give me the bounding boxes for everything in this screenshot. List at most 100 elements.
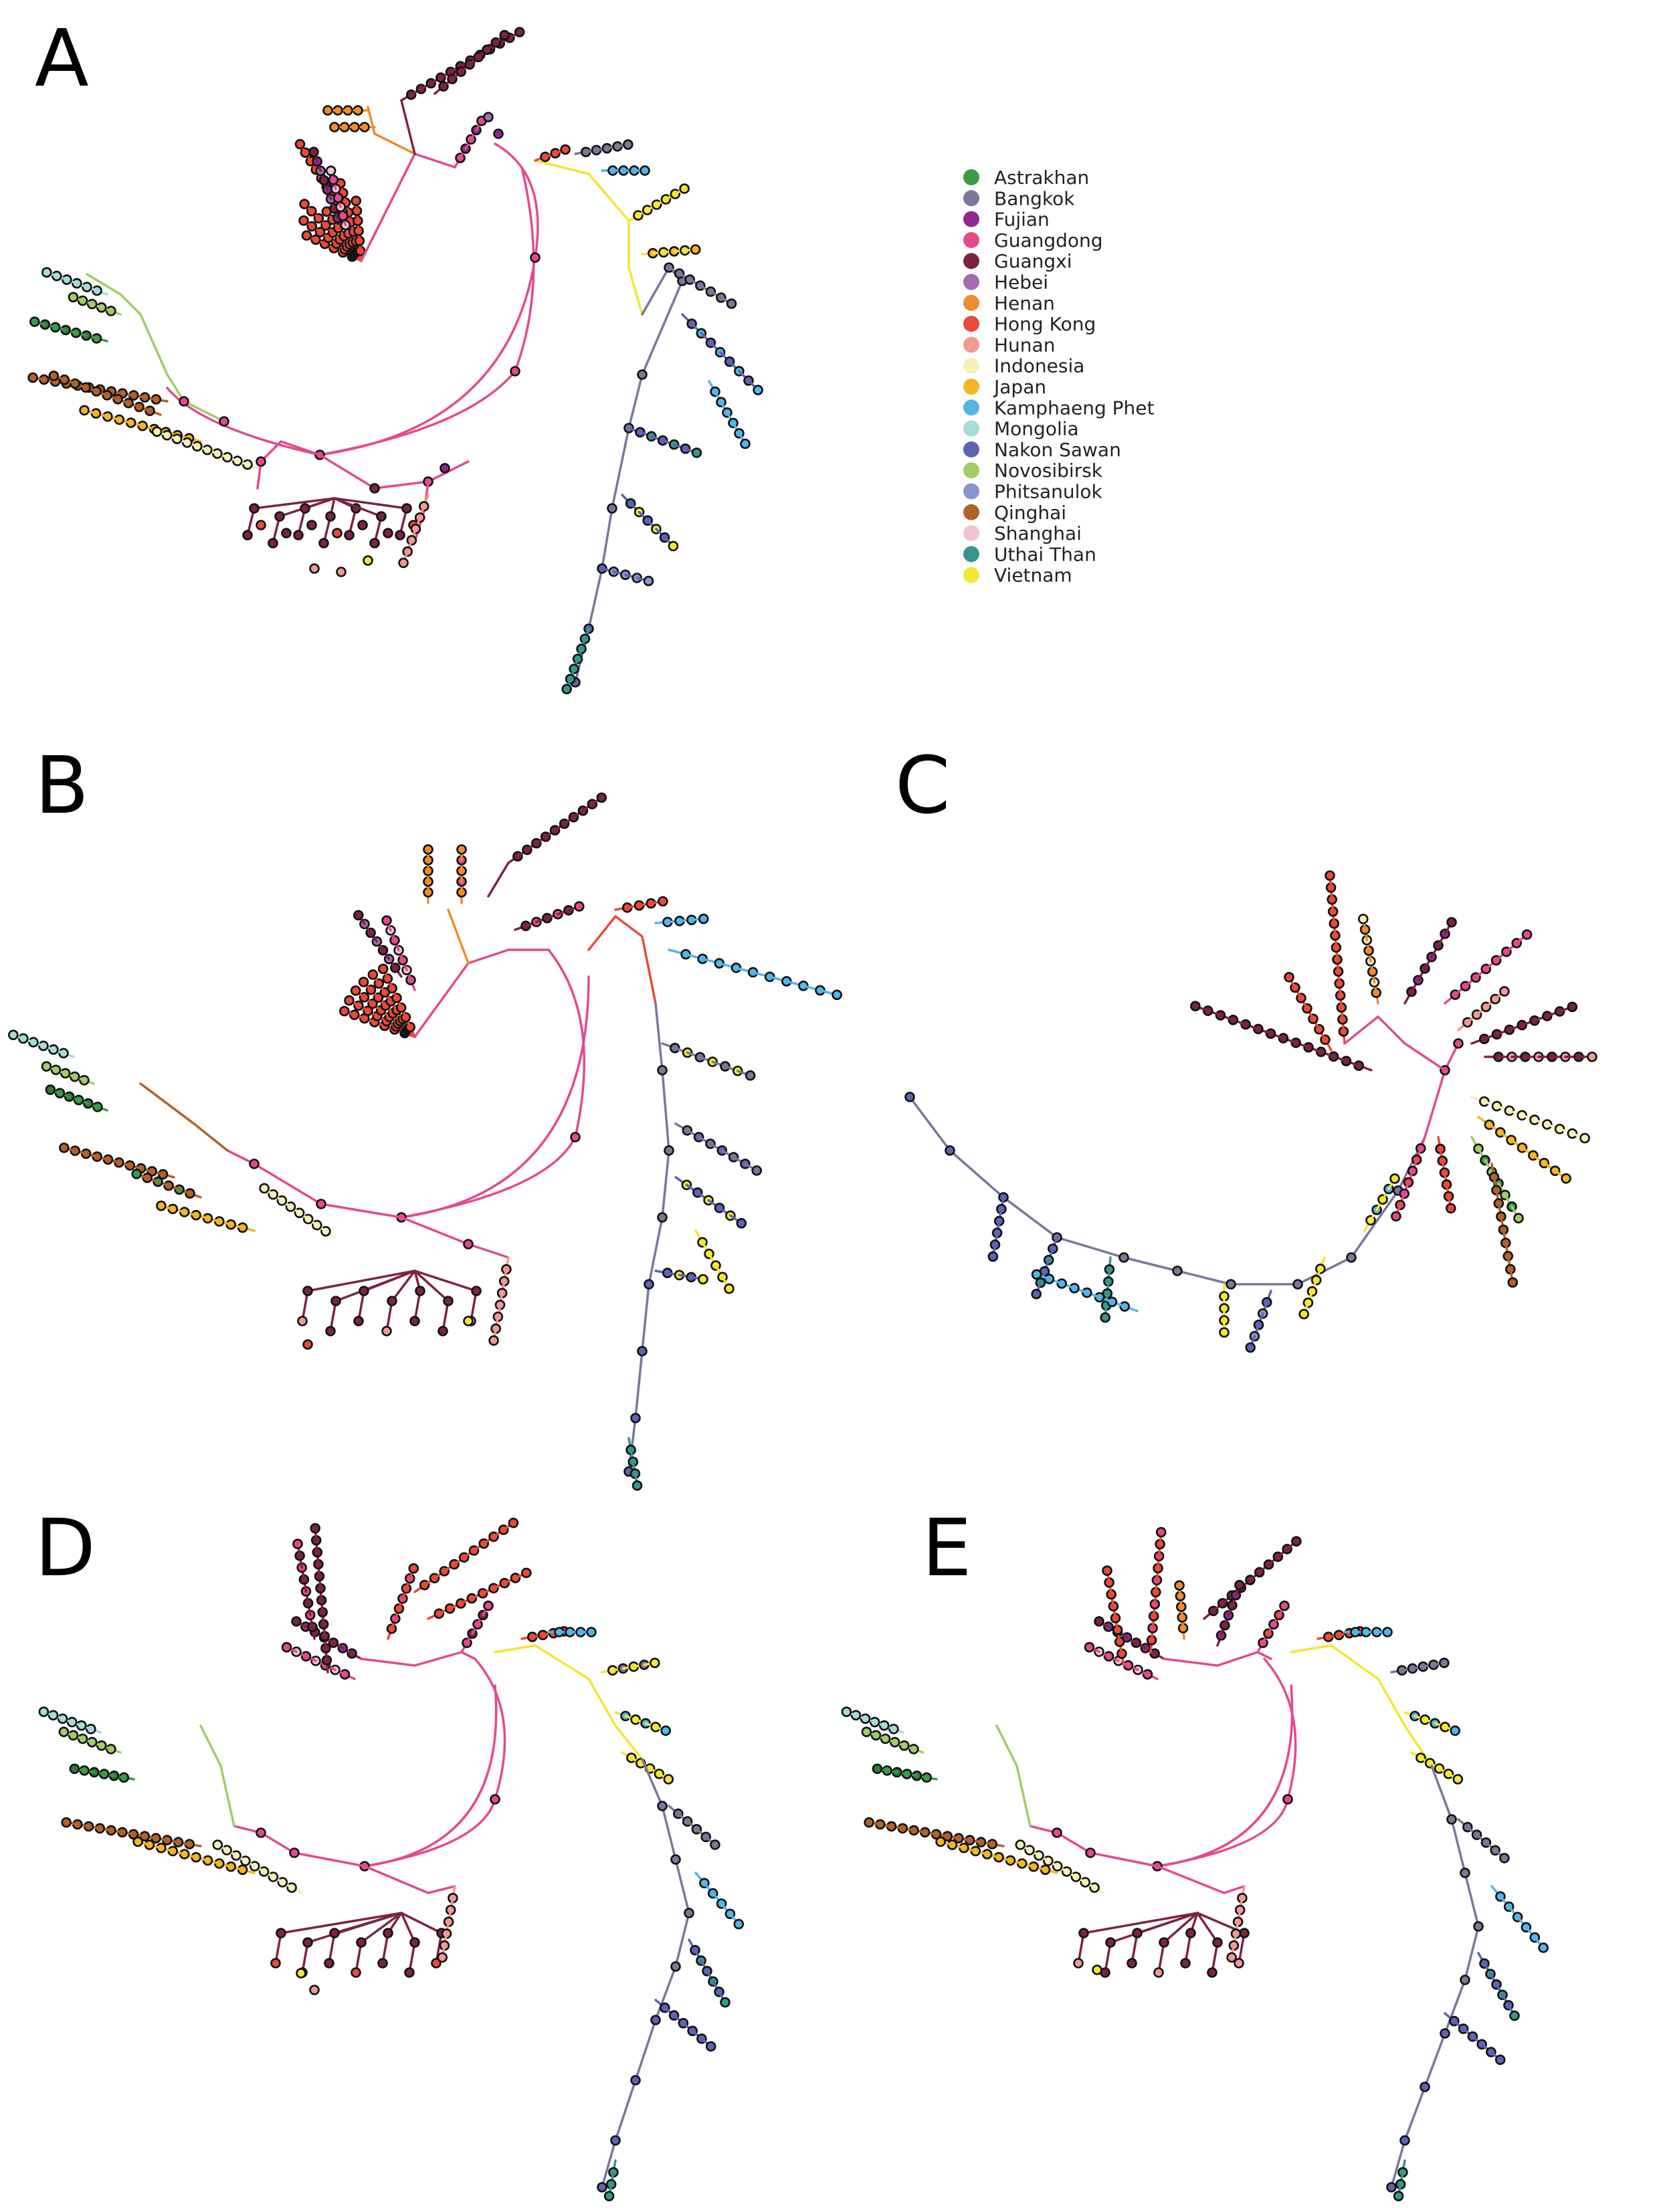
legend-label: Japan [993, 376, 1046, 398]
tree-node [58, 1726, 70, 1737]
legend-label: Fujian [994, 209, 1050, 231]
tree-node [27, 372, 38, 383]
tree-branch [363, 1798, 496, 1868]
tree-node [1521, 929, 1533, 940]
tree-node [1292, 1279, 1303, 1290]
tree-branch [226, 1149, 403, 1219]
tree-node [377, 963, 389, 975]
tree-branch [363, 1865, 456, 1894]
tree-node [369, 483, 380, 494]
tree-node [356, 1937, 367, 1948]
tree-node [322, 105, 333, 116]
tree-node [603, 2191, 615, 2201]
tree-branch [1156, 1865, 1246, 1894]
tree-node [483, 1600, 494, 1611]
tree-node [300, 503, 310, 514]
tree-node [383, 528, 393, 538]
tree-node [1219, 1327, 1230, 1338]
tree-branch [367, 106, 416, 155]
tree-node [1446, 917, 1457, 928]
tree-node [832, 989, 842, 1001]
legend-marker [963, 190, 979, 207]
tree-node [358, 977, 369, 987]
tree-node [404, 1967, 415, 1978]
tree-node [338, 1005, 350, 1017]
tree-branch [1290, 1644, 1433, 1767]
tree-node [1153, 1967, 1164, 1978]
tree-node [670, 1854, 681, 1865]
tree-panel-a [27, 27, 763, 694]
tree-node [437, 1326, 448, 1336]
legend-marker [963, 379, 979, 395]
tree-branch [199, 1724, 235, 1827]
tree-node [1358, 914, 1369, 924]
tree-node [38, 1706, 50, 1717]
tree-node [1298, 1308, 1309, 1320]
legend-marker [963, 169, 979, 185]
tree-node [332, 528, 343, 538]
tree-node [1159, 1937, 1169, 1948]
legend-marker [963, 441, 979, 458]
tree-node [690, 244, 701, 255]
tree-node [274, 511, 285, 522]
tree-node [1245, 1342, 1256, 1353]
tree-node [179, 396, 189, 407]
tree-node [302, 1339, 313, 1350]
tree-node [7, 1029, 19, 1040]
tree-node [156, 1200, 167, 1211]
tree-node [363, 555, 373, 566]
tree-node [395, 530, 405, 540]
tree-node [1473, 1921, 1484, 1932]
tree-node [1102, 1565, 1112, 1576]
tree-node [657, 1801, 668, 1811]
tree-node [268, 538, 278, 548]
tree-node [597, 2182, 607, 2193]
tree-node [401, 503, 412, 514]
tree-branch [1029, 1825, 1159, 1868]
tree-node [249, 1159, 260, 1169]
legend-marker [963, 357, 979, 374]
tree-node [660, 1725, 672, 1736]
tree-node [387, 1296, 397, 1306]
tree-node [79, 405, 90, 416]
tree-node [664, 1145, 674, 1156]
tree-node [631, 1480, 643, 1491]
tree-node [607, 503, 617, 514]
tree-node [570, 1132, 581, 1142]
tree-node [344, 995, 355, 1006]
tree-node [289, 1847, 300, 1858]
tree-branch [400, 1136, 577, 1219]
legend-marker [963, 211, 979, 227]
tree-node [710, 1839, 720, 1850]
tree-node [309, 1985, 320, 1995]
tree-node [663, 1774, 674, 1785]
tree-node [1346, 1252, 1357, 1263]
tree-branch [400, 975, 590, 1219]
legend-label: Kamphaeng Phet [994, 397, 1154, 419]
tree-branch [1263, 1657, 1297, 1801]
tree-node [1239, 1928, 1250, 1938]
legend-label: Hunan [994, 334, 1055, 356]
tree-node [318, 538, 329, 548]
tree-node [1579, 1132, 1590, 1144]
tree-node [59, 1142, 70, 1153]
tree-node [367, 969, 379, 980]
tree-node [281, 1641, 292, 1653]
tree-panels [7, 27, 1597, 2201]
tree-node [530, 252, 541, 263]
legend-marker [963, 274, 979, 290]
legend-label: Uthai Than [994, 543, 1096, 565]
legend-label: Bangkok [994, 187, 1075, 209]
tree-node [292, 1538, 303, 1549]
tree-node [256, 520, 266, 530]
tree-branch [400, 1216, 510, 1259]
tree-branch [139, 1082, 229, 1152]
tree-node [45, 1084, 56, 1095]
tree-node [640, 165, 650, 176]
tree-node [644, 1279, 654, 1290]
tree-node [483, 112, 494, 122]
tree-node [668, 540, 679, 552]
tree-node [431, 1958, 442, 1969]
tree-node [381, 915, 392, 926]
tree-node [508, 1518, 519, 1528]
